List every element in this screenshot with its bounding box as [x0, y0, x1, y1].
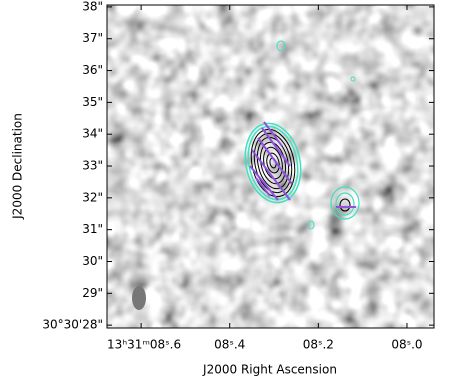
- y-tick-label: 29": [82, 286, 103, 300]
- beam: [132, 286, 146, 310]
- y-tick-label: 34": [82, 127, 103, 141]
- y-tick-label: 33": [82, 159, 103, 173]
- y-tick-label: 32": [82, 190, 103, 204]
- y-tick-label: 36": [82, 63, 103, 77]
- y-axis-label: J2000 Declination: [11, 113, 25, 220]
- x-tick-label: 13ʰ31ᵐ08ˢ.6: [107, 338, 181, 352]
- x-tick-label: 08ˢ.4: [214, 338, 245, 352]
- x-tick-label: 08ˢ.0: [391, 338, 422, 352]
- image-map: [107, 5, 434, 328]
- y-tick-label: 35": [82, 95, 103, 109]
- y-tick-label: 31": [82, 222, 103, 236]
- x-axis-label: J2000 Right Ascension: [202, 363, 337, 377]
- x-tick-label: 08ˢ.2: [303, 338, 334, 352]
- y-tick-label: 37": [82, 31, 103, 45]
- y-tick-label: 30": [82, 254, 103, 268]
- y-tick-label: 30°30'28": [42, 318, 103, 332]
- source-contours: [244, 40, 360, 230]
- y-tick-label: 38": [82, 0, 103, 13]
